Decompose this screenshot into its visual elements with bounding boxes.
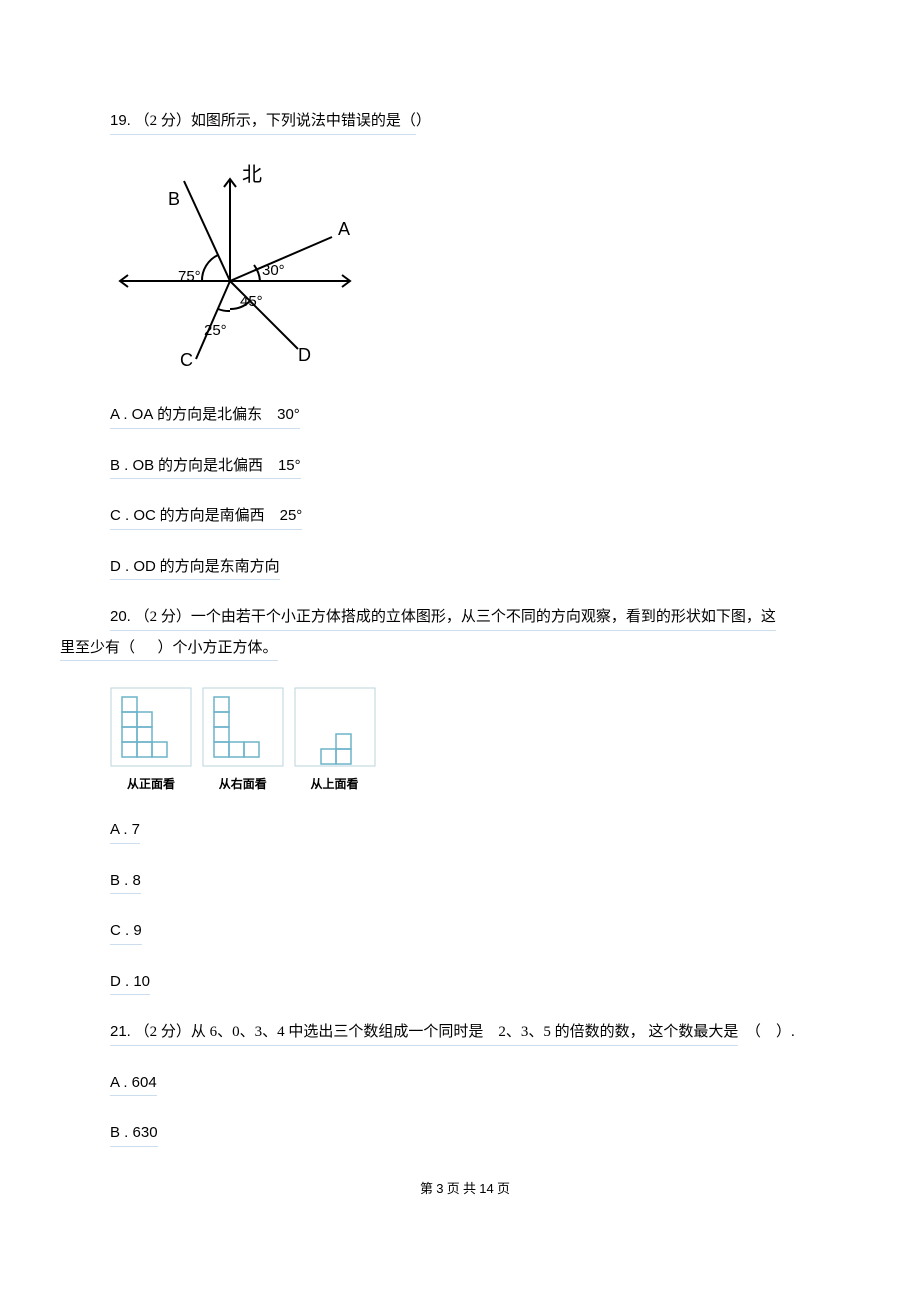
q21-option-b: B . 630 <box>110 1124 158 1141</box>
q21-stem-a: 从 6、0、3、4 中选出三个数组成一个同时是 <box>191 1024 484 1040</box>
q19-stem-a: 如图所示，下列说法中错误的是（ <box>191 113 416 129</box>
footer-page: 3 <box>436 1181 443 1196</box>
q21-number: 21. <box>110 1023 131 1040</box>
q21-points: （2 分） <box>135 1024 191 1040</box>
q20-option-a: A . 7 <box>110 821 140 838</box>
q20-option-c: C . 9 <box>110 922 142 939</box>
footer-total: 14 <box>479 1181 493 1196</box>
footer-c: 页 共 <box>447 1181 476 1196</box>
q20-right-caption: 从右面看 <box>202 775 284 793</box>
q19-stem-b: ） <box>416 113 431 129</box>
q19-option-a-pre: A . OA <box>110 406 153 423</box>
q20-option-d: D . 10 <box>110 973 150 990</box>
compass-angle-a: 30° <box>262 262 285 279</box>
compass-angle-d: 45° <box>240 293 263 310</box>
q19-points: （2 分） <box>135 113 191 129</box>
q21-stem-d: ）. <box>776 1024 795 1040</box>
compass-label-a: A <box>338 219 350 239</box>
q20-stem-b2: ）个小方正方体。 <box>158 640 278 656</box>
q20-front-caption: 从正面看 <box>110 775 192 793</box>
compass-label-b: B <box>168 189 180 209</box>
q19-option-b-val: 15° <box>278 457 301 474</box>
q19-option-a-val: 30° <box>277 406 300 423</box>
q19-option-c-pre: C . OC <box>110 507 156 524</box>
q19-option-a-mid: 的方向是北偏东 <box>157 407 262 423</box>
q20-option-b: B . 8 <box>110 872 141 889</box>
q20-stem-b1: 里至少有（ <box>60 640 135 656</box>
q20-points: （2 分） <box>135 609 191 625</box>
q19-option-d-mid: 的方向是东南方向 <box>160 559 280 575</box>
q19-option-c-val: 25° <box>280 507 303 524</box>
q19-option-d-pre: D . OD <box>110 558 156 575</box>
compass-angle-c: 25° <box>204 322 227 339</box>
compass-north-label: 北 <box>242 163 262 186</box>
q20-views-figure: 从正面看 从右面看 <box>110 687 820 793</box>
q20-top-view: 从上面看 <box>294 687 376 793</box>
q19-option-c-mid: 的方向是南偏西 <box>160 508 265 524</box>
compass-label-d: D <box>298 345 311 365</box>
q21-stem-mid: 2、3、5 的倍数的数， <box>498 1024 644 1040</box>
compass-label-c: C <box>180 350 193 370</box>
footer-a: 第 <box>420 1181 433 1196</box>
q21-option-a: A . 604 <box>110 1074 157 1091</box>
q20-stem-a: 一个由若干个小正方体搭成的立体图形，从三个不同的方向观察，看到的形状如下图，这 <box>191 609 776 625</box>
q19-number: 19. <box>110 112 131 129</box>
q21-stem-c: （ <box>746 1024 761 1040</box>
q19-compass-figure: 北 A B C D 30° 75° 25° 45° <box>110 161 820 379</box>
q20-front-view: 从正面看 <box>110 687 192 793</box>
footer-e: 页 <box>497 1181 510 1196</box>
q19-option-b-pre: B . OB <box>110 457 154 474</box>
q21-stem-b: 这个数最大是 <box>648 1024 738 1040</box>
compass-angle-b: 75° <box>178 268 201 285</box>
q20-top-caption: 从上面看 <box>294 775 376 793</box>
page-footer: 第 3 页 共 14 页 <box>110 1179 820 1199</box>
q20-number: 20. <box>110 608 131 625</box>
q19-option-b-mid: 的方向是北偏西 <box>158 458 263 474</box>
q20-right-view: 从右面看 <box>202 687 284 793</box>
